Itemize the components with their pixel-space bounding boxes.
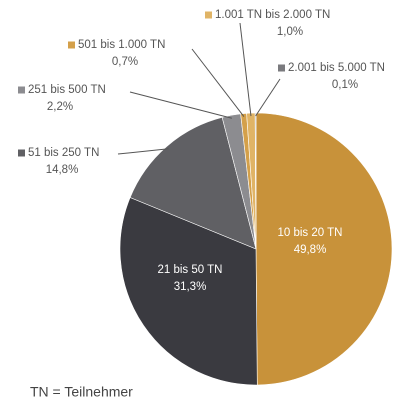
slice-label: 501 bis 1.000 TN	[78, 39, 165, 51]
slice-label: 251 bis 500 TN	[28, 84, 106, 96]
leader-line	[191, 48, 245, 117]
legend-swatch	[205, 11, 212, 19]
value-label: 14,8%	[46, 164, 79, 176]
slice-label: 21 bis 50 TN	[158, 264, 223, 276]
slice-label: 1.001 TN bis 2.000 TN	[215, 9, 330, 21]
value-label: 0,7%	[112, 56, 138, 68]
legend-swatch	[18, 149, 25, 157]
leader-line	[129, 91, 233, 119]
leader-line	[239, 22, 252, 117]
pie-slice	[129, 116, 257, 250]
pie-slice	[119, 197, 258, 386]
pie-slice	[254, 112, 257, 250]
value-label: 0,1%	[332, 79, 358, 91]
legend-swatch	[18, 86, 25, 94]
value-label: 1,0%	[277, 26, 303, 38]
annotation: TN = Teilnehmer	[30, 384, 133, 400]
legend-swatch	[68, 41, 75, 49]
pie-slice	[255, 112, 393, 386]
leader-line	[117, 148, 169, 155]
slice-label: 2.001 bis 5.000 TN	[288, 62, 385, 74]
value-label: 49,8%	[294, 244, 327, 256]
value-label: 31,3%	[174, 281, 207, 293]
slice-label: 51 bis 250 TN	[28, 147, 99, 159]
slice-label: 10 bis 20 TN	[278, 227, 343, 239]
legend-swatch	[278, 64, 285, 72]
leader-line	[255, 78, 281, 117]
value-label: 2,2%	[47, 101, 73, 113]
